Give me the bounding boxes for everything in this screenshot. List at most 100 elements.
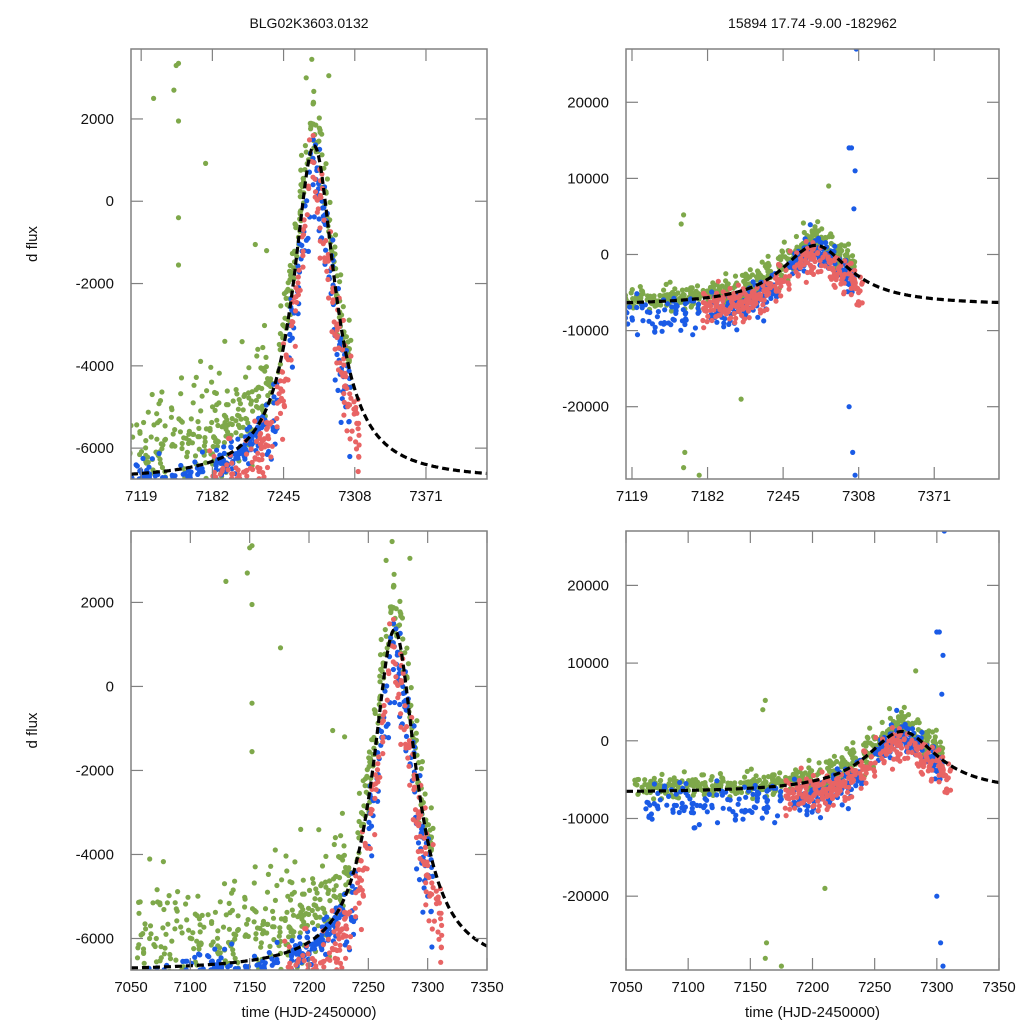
data-point — [229, 471, 235, 477]
data-point — [781, 239, 787, 245]
data-point — [268, 863, 274, 869]
data-point — [104, 479, 109, 484]
data-point — [739, 312, 745, 318]
data-point — [719, 792, 726, 798]
data-point — [372, 772, 378, 778]
data-point — [98, 478, 103, 483]
data-point — [787, 801, 793, 807]
data-point — [715, 278, 721, 284]
data-point — [310, 996, 315, 1001]
data-point — [260, 344, 266, 351]
data-point — [372, 832, 378, 838]
data-point — [341, 362, 347, 368]
data-point — [383, 633, 389, 639]
data-point — [235, 484, 240, 489]
data-point — [681, 465, 687, 471]
series-survey_c — [282, 616, 445, 1001]
y-tick-label: -4000 — [76, 846, 114, 863]
data-point — [366, 819, 372, 825]
data-point — [243, 451, 250, 457]
x-tick-label: 7150 — [734, 979, 767, 996]
data-point — [681, 212, 687, 218]
data-point — [181, 435, 187, 441]
data-point — [315, 923, 321, 929]
data-point — [829, 266, 835, 272]
data-point — [313, 963, 319, 969]
data-point — [595, 304, 600, 309]
data-point — [227, 421, 233, 427]
data-point — [754, 789, 761, 795]
data-point — [209, 419, 215, 426]
data-point — [238, 433, 244, 439]
data-point — [209, 920, 215, 927]
data-point — [373, 787, 379, 793]
data-point — [835, 266, 842, 272]
data-point — [913, 668, 919, 674]
data-point — [321, 204, 327, 211]
data-point — [317, 192, 323, 199]
data-point — [580, 291, 585, 296]
data-point — [332, 332, 339, 339]
data-point — [139, 522, 144, 527]
data-point — [684, 287, 690, 293]
data-point — [214, 402, 220, 408]
data-point — [112, 484, 117, 489]
data-point — [608, 294, 613, 299]
data-point — [709, 317, 715, 324]
data-point — [679, 287, 686, 293]
model-curve — [626, 729, 999, 793]
data-point — [243, 932, 249, 938]
data-point — [596, 292, 601, 297]
data-point — [759, 259, 765, 265]
data-point — [722, 316, 728, 322]
data-point — [223, 536, 228, 541]
data-point — [221, 444, 227, 450]
data-point — [606, 296, 611, 301]
data-point — [817, 815, 824, 821]
data-point — [306, 887, 313, 894]
data-point — [424, 859, 430, 865]
data-point — [325, 984, 330, 989]
data-point — [160, 925, 166, 931]
data-point — [335, 921, 341, 927]
data-point — [677, 779, 683, 786]
data-point — [197, 922, 203, 928]
data-point — [259, 456, 265, 463]
data-point — [819, 769, 825, 775]
data-point — [612, 337, 617, 342]
data-point — [82, 497, 87, 502]
data-point — [74, 431, 79, 436]
data-point — [349, 428, 355, 434]
data-point — [121, 464, 126, 469]
data-point — [189, 936, 195, 942]
data-point — [832, 243, 838, 249]
data-point — [179, 440, 185, 447]
data-point — [826, 233, 833, 239]
data-point — [304, 212, 310, 218]
data-point — [849, 773, 855, 779]
data-point — [682, 449, 688, 455]
data-point — [327, 199, 333, 205]
data-point — [830, 802, 836, 808]
data-point — [740, 286, 746, 292]
data-point — [256, 384, 262, 390]
data-point — [211, 453, 217, 459]
data-point — [88, 489, 93, 494]
data-point — [256, 393, 262, 399]
data-point — [124, 423, 129, 428]
data-point — [242, 896, 248, 902]
data-point — [755, 268, 761, 274]
data-point — [639, 784, 645, 790]
series-survey_a — [74, 56, 354, 527]
data-point — [670, 809, 676, 815]
panel-bottom-right: 7050 7100 7150 7200 7250 7300 7350-20000-10000… — [562, 530, 1016, 1021]
data-point — [313, 914, 319, 920]
data-point — [652, 303, 658, 309]
data-point — [202, 439, 208, 445]
data-point — [289, 907, 295, 913]
data-point — [863, 743, 869, 749]
data-point — [171, 87, 177, 93]
data-point — [700, 299, 706, 306]
data-point — [584, 299, 589, 304]
data-point — [912, 740, 918, 746]
